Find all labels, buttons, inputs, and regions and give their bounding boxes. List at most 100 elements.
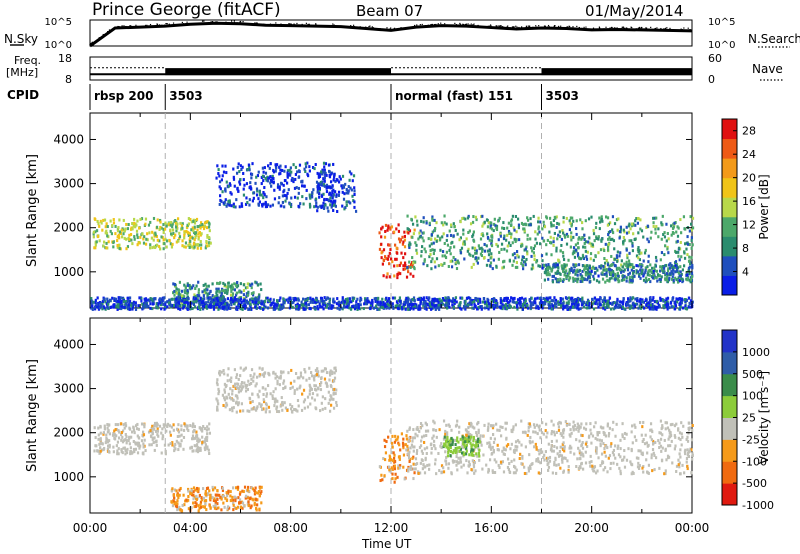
nsearch-series-point (467, 26, 469, 28)
nsearch-series-point (333, 24, 335, 26)
power-cell (663, 253, 666, 257)
power-cell (681, 268, 684, 272)
power-cell (687, 259, 691, 263)
power-cell (385, 296, 388, 300)
power-cell (109, 219, 112, 223)
power-cell (492, 229, 495, 233)
power-cell (610, 276, 613, 280)
power-cell (608, 301, 612, 305)
power-cell (288, 168, 291, 172)
cpid-segment-label: rbsp 200 (94, 89, 153, 103)
power-cell (285, 194, 288, 198)
power-cell (322, 177, 325, 181)
power-cell (554, 298, 558, 302)
power-cell (556, 300, 560, 304)
power-cell (572, 250, 575, 254)
velocity-cell (121, 435, 124, 439)
power-cell (602, 306, 605, 310)
velocity-cell (257, 490, 261, 494)
power-cell (232, 167, 235, 171)
velocity-cell (176, 508, 179, 512)
nsearch-series-point (352, 26, 354, 28)
nsearch-series-point (376, 28, 378, 30)
power-cell (320, 206, 323, 210)
power-cell (107, 300, 110, 304)
nsearch-series-point (372, 27, 375, 29)
power-cell (177, 298, 180, 302)
power-cell (304, 298, 307, 302)
power-cell (186, 307, 189, 311)
power-cell (376, 307, 379, 311)
power-cell (591, 243, 594, 247)
power-cell (327, 163, 331, 167)
velocity-cell (212, 504, 215, 508)
power-cell (262, 196, 265, 200)
power-cell (628, 239, 631, 243)
power-cell (643, 272, 646, 276)
nsearch-series-point (560, 25, 562, 27)
power-cell (625, 301, 628, 305)
power-cell (196, 246, 199, 250)
power-cell (308, 165, 311, 169)
power-cell (227, 281, 230, 285)
power-cell (494, 301, 498, 305)
power-cell (192, 219, 195, 223)
power-cell (422, 301, 426, 305)
power-cell (238, 205, 241, 209)
power-cell (231, 294, 234, 298)
power-cell (118, 230, 122, 234)
power-cell (149, 243, 152, 247)
power-cell (577, 237, 580, 241)
power-cell (572, 305, 575, 309)
velocity-cell (93, 426, 96, 430)
power-cell (563, 235, 567, 239)
power-cell (623, 230, 626, 234)
power-cell (574, 269, 578, 273)
power-cell (343, 192, 346, 196)
power-cell (515, 230, 518, 234)
velocity-cell (206, 447, 209, 451)
power-cell (295, 186, 298, 190)
power-cell (238, 305, 241, 309)
power-cell (473, 246, 477, 250)
nsearch-series-point (236, 22, 238, 24)
nsearch-series-point (205, 23, 207, 25)
power-cell (218, 290, 221, 294)
power-cell (665, 305, 668, 309)
power-cell (628, 304, 631, 308)
power-cell (164, 221, 167, 225)
power-cell (172, 282, 175, 286)
power-cell (140, 217, 144, 221)
power-cell (544, 298, 547, 302)
power-cell (571, 252, 575, 256)
power-cell (190, 245, 193, 249)
velocity-cell (102, 432, 105, 436)
power-cell (123, 229, 126, 233)
power-cell (644, 268, 647, 272)
power-cell (644, 248, 647, 252)
velocity-cell (239, 490, 242, 494)
velocity-cell (190, 445, 193, 449)
power-cell (393, 274, 396, 278)
power-cell (548, 300, 551, 304)
power-cell (407, 228, 410, 232)
power-cell (99, 219, 102, 223)
power-cell (555, 249, 558, 253)
power-cell (649, 236, 652, 240)
power-cell (565, 269, 568, 273)
power-cell (353, 189, 356, 193)
power-cell (667, 237, 670, 241)
power-cell (115, 304, 118, 308)
power-cell (192, 229, 195, 233)
power-cell (212, 301, 215, 305)
power-cell (120, 304, 124, 308)
power-cell (686, 276, 690, 280)
power-cell (617, 305, 620, 309)
power-cell (163, 307, 166, 311)
power-cell (138, 226, 141, 230)
velocity-cell (164, 449, 167, 453)
power-cell (609, 237, 612, 241)
power-cell (265, 178, 268, 182)
nsearch-series-point (462, 23, 464, 25)
power-cell (226, 287, 230, 291)
